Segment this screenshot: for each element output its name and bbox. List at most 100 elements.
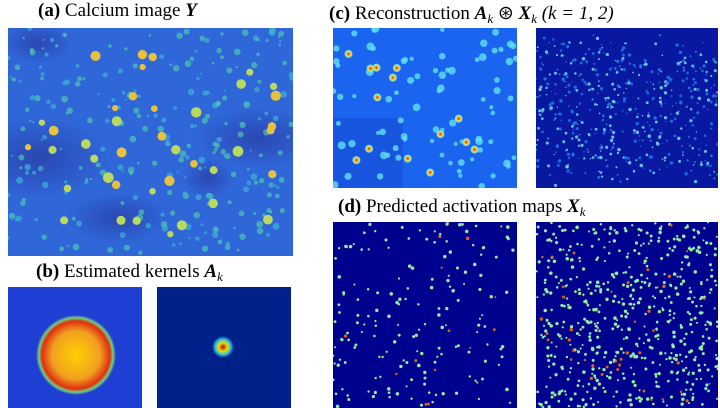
cell [171, 243, 176, 247]
speckle [567, 83, 571, 87]
speckle [579, 61, 583, 65]
kernel [212, 336, 234, 358]
speckle [599, 171, 603, 174]
activation [581, 343, 584, 347]
activation [494, 255, 498, 259]
speckle [635, 130, 640, 135]
activation [445, 240, 448, 243]
speckle [669, 113, 672, 116]
activation [437, 313, 441, 317]
activation [618, 363, 622, 367]
activation [704, 387, 708, 391]
activation [356, 298, 360, 301]
activation [423, 370, 427, 375]
speckle [540, 131, 543, 134]
cell [97, 92, 100, 96]
activation [694, 355, 697, 359]
speckle [573, 58, 577, 62]
cell [385, 95, 393, 103]
activation [654, 222, 657, 225]
activation [547, 321, 551, 326]
activation [342, 293, 345, 296]
speckle [700, 161, 703, 164]
speckle [661, 158, 664, 161]
speckle [678, 159, 682, 163]
cell [211, 61, 215, 65]
speckle [621, 46, 626, 50]
activation [606, 288, 610, 292]
activation [538, 402, 541, 405]
cell [480, 39, 488, 48]
speckle [643, 130, 646, 133]
speckle [575, 88, 579, 92]
activation [505, 235, 509, 239]
activation [417, 328, 421, 331]
speckle [657, 68, 662, 72]
activation [654, 272, 658, 276]
cell [264, 111, 269, 116]
speckle [541, 110, 544, 113]
activation [549, 291, 553, 295]
activation [680, 402, 684, 406]
activation [486, 343, 489, 346]
speckle [608, 67, 612, 71]
cell [196, 76, 200, 81]
speckle [632, 169, 636, 173]
activation [335, 404, 340, 408]
speckle [698, 148, 701, 151]
activation [656, 333, 660, 337]
cell [222, 95, 228, 101]
activation [550, 395, 554, 399]
cell [186, 143, 192, 148]
activation [561, 229, 565, 233]
activation [644, 312, 647, 316]
activation [552, 391, 555, 394]
speckle [659, 114, 662, 118]
speckle [585, 83, 588, 86]
cell [85, 177, 89, 181]
speckle [609, 138, 614, 143]
activation [703, 297, 706, 301]
cell [277, 35, 281, 39]
activation [617, 300, 621, 304]
cell [439, 52, 446, 60]
bright-cell [426, 168, 435, 177]
activation [648, 345, 652, 349]
activation [592, 227, 596, 231]
activation [663, 273, 666, 276]
speckle [610, 107, 612, 109]
speckle [548, 173, 552, 177]
activation [463, 282, 466, 285]
cell [167, 189, 173, 196]
cell [82, 77, 86, 81]
cell [136, 113, 142, 119]
activation [374, 376, 377, 380]
activation [692, 392, 695, 395]
activation-map-2 [536, 222, 718, 408]
cell [392, 145, 399, 152]
activation [654, 286, 658, 289]
bright-cell [137, 49, 148, 60]
activation [379, 375, 382, 378]
cell [178, 156, 185, 163]
bright-cell [90, 50, 101, 61]
activation [573, 392, 577, 396]
speckle [636, 115, 639, 119]
speckle [604, 99, 607, 102]
activation [334, 257, 337, 260]
speckle [547, 164, 551, 168]
activation [346, 394, 350, 397]
speckle [648, 124, 651, 127]
speckle [565, 86, 567, 88]
activation [563, 304, 566, 308]
speckle [694, 70, 697, 73]
activation [689, 349, 694, 353]
activation [353, 346, 357, 349]
activation [624, 271, 628, 274]
speckle [625, 87, 628, 90]
activation [708, 263, 712, 267]
speckle [542, 36, 546, 40]
cell [337, 141, 346, 150]
activation [367, 248, 370, 251]
cell [265, 233, 270, 238]
